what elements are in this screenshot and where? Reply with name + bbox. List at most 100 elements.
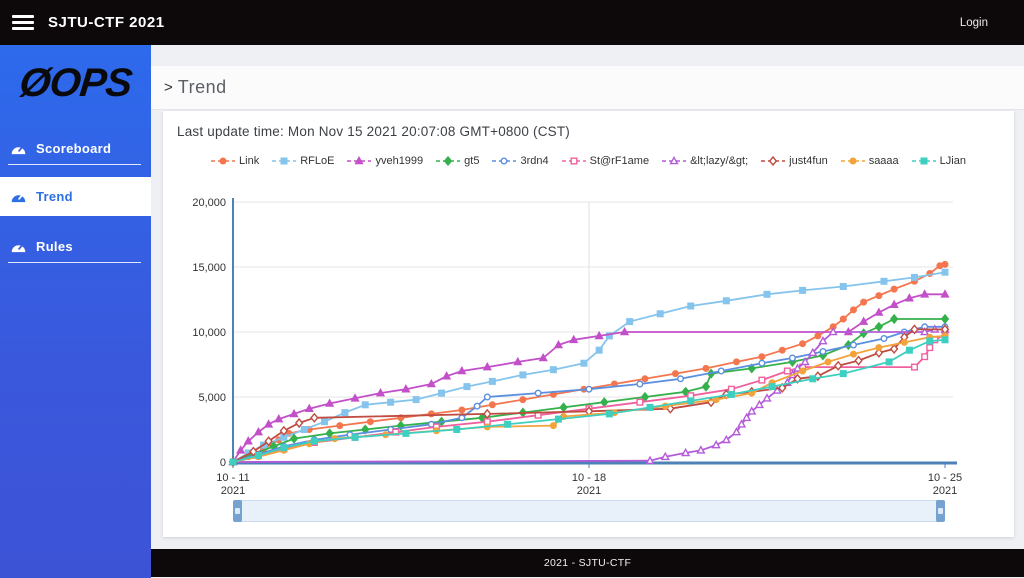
data-point bbox=[304, 403, 314, 412]
legend-item[interactable]: Link bbox=[211, 155, 259, 167]
data-point bbox=[412, 396, 420, 404]
data-point bbox=[366, 418, 374, 426]
legend-marker-icon bbox=[662, 156, 687, 165]
gauge-icon bbox=[11, 244, 26, 252]
data-point bbox=[747, 406, 757, 415]
data-point bbox=[310, 412, 319, 423]
data-point bbox=[442, 371, 452, 380]
data-point bbox=[236, 445, 246, 454]
data-point bbox=[354, 156, 365, 165]
data-point bbox=[768, 383, 776, 391]
data-point bbox=[553, 339, 564, 349]
data-point bbox=[325, 398, 335, 407]
data-point bbox=[910, 363, 918, 371]
datazoom-right-handle[interactable] bbox=[936, 500, 945, 522]
sidebar-item-label: Rules bbox=[36, 239, 73, 254]
data-point bbox=[264, 436, 273, 447]
data-point bbox=[605, 332, 613, 340]
data-point bbox=[910, 273, 918, 281]
y-tick-label: 5,000 bbox=[198, 392, 226, 404]
datazoom-scrollbar[interactable] bbox=[233, 500, 945, 522]
data-point bbox=[519, 396, 527, 404]
data-point bbox=[570, 157, 578, 165]
data-point bbox=[294, 417, 304, 429]
data-point bbox=[687, 397, 695, 405]
x-tick-label: 2021 bbox=[933, 485, 957, 497]
data-point bbox=[595, 346, 603, 354]
page-title: Trend bbox=[177, 77, 227, 97]
legend-label: gt5 bbox=[464, 155, 480, 167]
y-tick-label: 10,000 bbox=[192, 327, 226, 339]
datazoom-left-handle[interactable] bbox=[233, 500, 242, 522]
data-point bbox=[289, 433, 299, 444]
data-point bbox=[736, 419, 747, 428]
data-point bbox=[711, 440, 721, 449]
data-point bbox=[885, 358, 893, 366]
legend-marker-icon bbox=[911, 157, 936, 165]
data-point bbox=[219, 157, 227, 165]
data-point bbox=[519, 371, 527, 379]
data-point bbox=[274, 414, 284, 423]
data-point bbox=[940, 313, 950, 325]
data-point bbox=[828, 326, 838, 336]
legend-item[interactable]: gt5 bbox=[436, 155, 479, 167]
legend-item[interactable]: saaaa bbox=[840, 155, 899, 167]
hamburger-menu-icon[interactable] bbox=[12, 15, 34, 30]
data-point bbox=[458, 406, 466, 414]
data-point bbox=[742, 412, 752, 422]
data-point bbox=[758, 359, 766, 367]
data-point bbox=[880, 334, 888, 342]
data-point bbox=[534, 389, 542, 397]
legend-item[interactable]: 3rdn4 bbox=[492, 155, 549, 167]
data-point bbox=[280, 444, 288, 452]
data-point bbox=[387, 398, 395, 406]
legend-item[interactable]: yveh1999 bbox=[347, 155, 423, 167]
data-point bbox=[458, 414, 466, 422]
sidebar-item-label: Scoreboard bbox=[36, 141, 112, 156]
data-point bbox=[875, 292, 883, 300]
data-point bbox=[569, 334, 579, 344]
data-point bbox=[778, 382, 787, 393]
data-point bbox=[758, 376, 766, 384]
data-point bbox=[677, 375, 685, 383]
chart-legend: Link RFLoE yveh1999 gt5 3rdn4 St@rF1ame &lt;la… bbox=[163, 155, 1014, 167]
series-gt5 bbox=[228, 313, 950, 468]
data-point bbox=[731, 427, 742, 436]
data-point bbox=[605, 410, 613, 418]
legend-item[interactable]: LJian bbox=[911, 155, 966, 167]
x-tick-label: 10 - 11 bbox=[216, 472, 249, 484]
data-point bbox=[646, 403, 654, 411]
data-point bbox=[463, 383, 471, 391]
legend-item[interactable]: RFLoE bbox=[272, 155, 334, 167]
data-point bbox=[824, 358, 832, 366]
legend-item[interactable]: &lt;lazy/&gt; bbox=[662, 155, 748, 167]
data-point bbox=[788, 354, 796, 362]
data-point bbox=[341, 409, 349, 417]
data-point bbox=[443, 156, 453, 166]
footer-bar: 2021 - SJTU-CTF bbox=[151, 549, 1024, 577]
breadcrumb-chevron: > bbox=[164, 79, 173, 96]
data-point bbox=[722, 297, 730, 305]
sidebar-item-scoreboard[interactable]: Scoreboard bbox=[0, 132, 151, 165]
data-point bbox=[702, 364, 710, 372]
data-point bbox=[426, 378, 436, 388]
data-point bbox=[438, 389, 446, 397]
data-point bbox=[875, 344, 883, 352]
data-point bbox=[253, 427, 264, 436]
legend-item[interactable]: St@rF1ame bbox=[561, 155, 649, 167]
sidebar-item-rules[interactable]: Rules bbox=[0, 230, 151, 263]
login-link[interactable]: Login bbox=[959, 16, 988, 29]
data-point bbox=[453, 426, 461, 434]
data-point bbox=[483, 393, 491, 401]
data-point bbox=[554, 415, 562, 423]
legend-item[interactable]: just4fun bbox=[761, 155, 828, 167]
oops-logo: ØOPS bbox=[17, 61, 134, 105]
data-point bbox=[920, 326, 930, 336]
data-point bbox=[594, 330, 604, 340]
y-tick-label: 0 bbox=[220, 457, 226, 469]
legend-marker-icon bbox=[272, 157, 297, 165]
data-point bbox=[874, 347, 884, 358]
data-point bbox=[889, 299, 899, 308]
sidebar-item-trend[interactable]: Trend bbox=[0, 177, 151, 216]
sidebar-menu: Scoreboard Trend Rules bbox=[0, 132, 151, 263]
